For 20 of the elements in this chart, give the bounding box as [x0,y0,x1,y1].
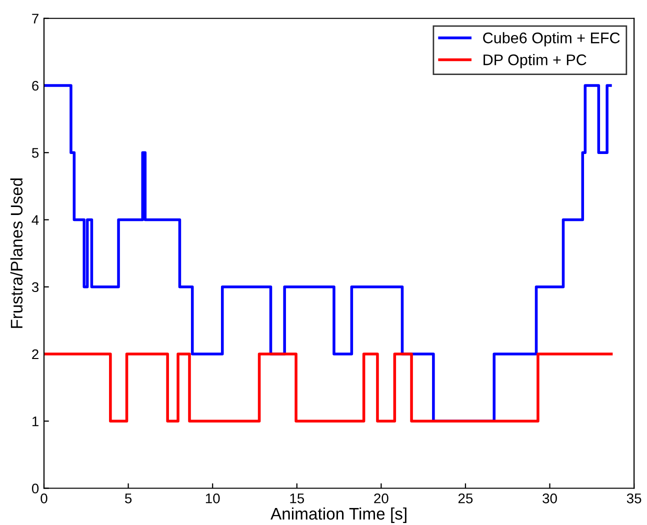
y-tick-label: 1 [32,416,38,426]
y-tick-label: 4 [32,215,39,225]
y-axis-title: Frustra/Planes Used [10,178,23,328]
y-tick-label: 5 [32,148,39,158]
x-tick-label: 10 [206,493,220,504]
legend-label: Cube6 Optim + EFC [483,32,620,46]
x-tick-label: 25 [458,493,473,504]
y-tick-label: 7 [32,14,38,24]
y-tick-label: 3 [32,282,39,292]
x-tick-label: 5 [124,494,132,504]
x-axis-title: Animation Time [s] [270,507,406,523]
legend-label: DP Optim + PC [484,54,586,68]
x-tick-label: 20 [374,493,388,504]
x-tick-label: 15 [290,494,304,504]
x-tick-label: 30 [542,493,557,504]
y-tick-label: 0 [32,484,39,494]
y-tick-label: 2 [32,349,38,360]
y-tick-label: 6 [32,80,39,91]
x-tick-label: 35 [626,493,642,504]
x-tick-label: 0 [40,493,48,504]
